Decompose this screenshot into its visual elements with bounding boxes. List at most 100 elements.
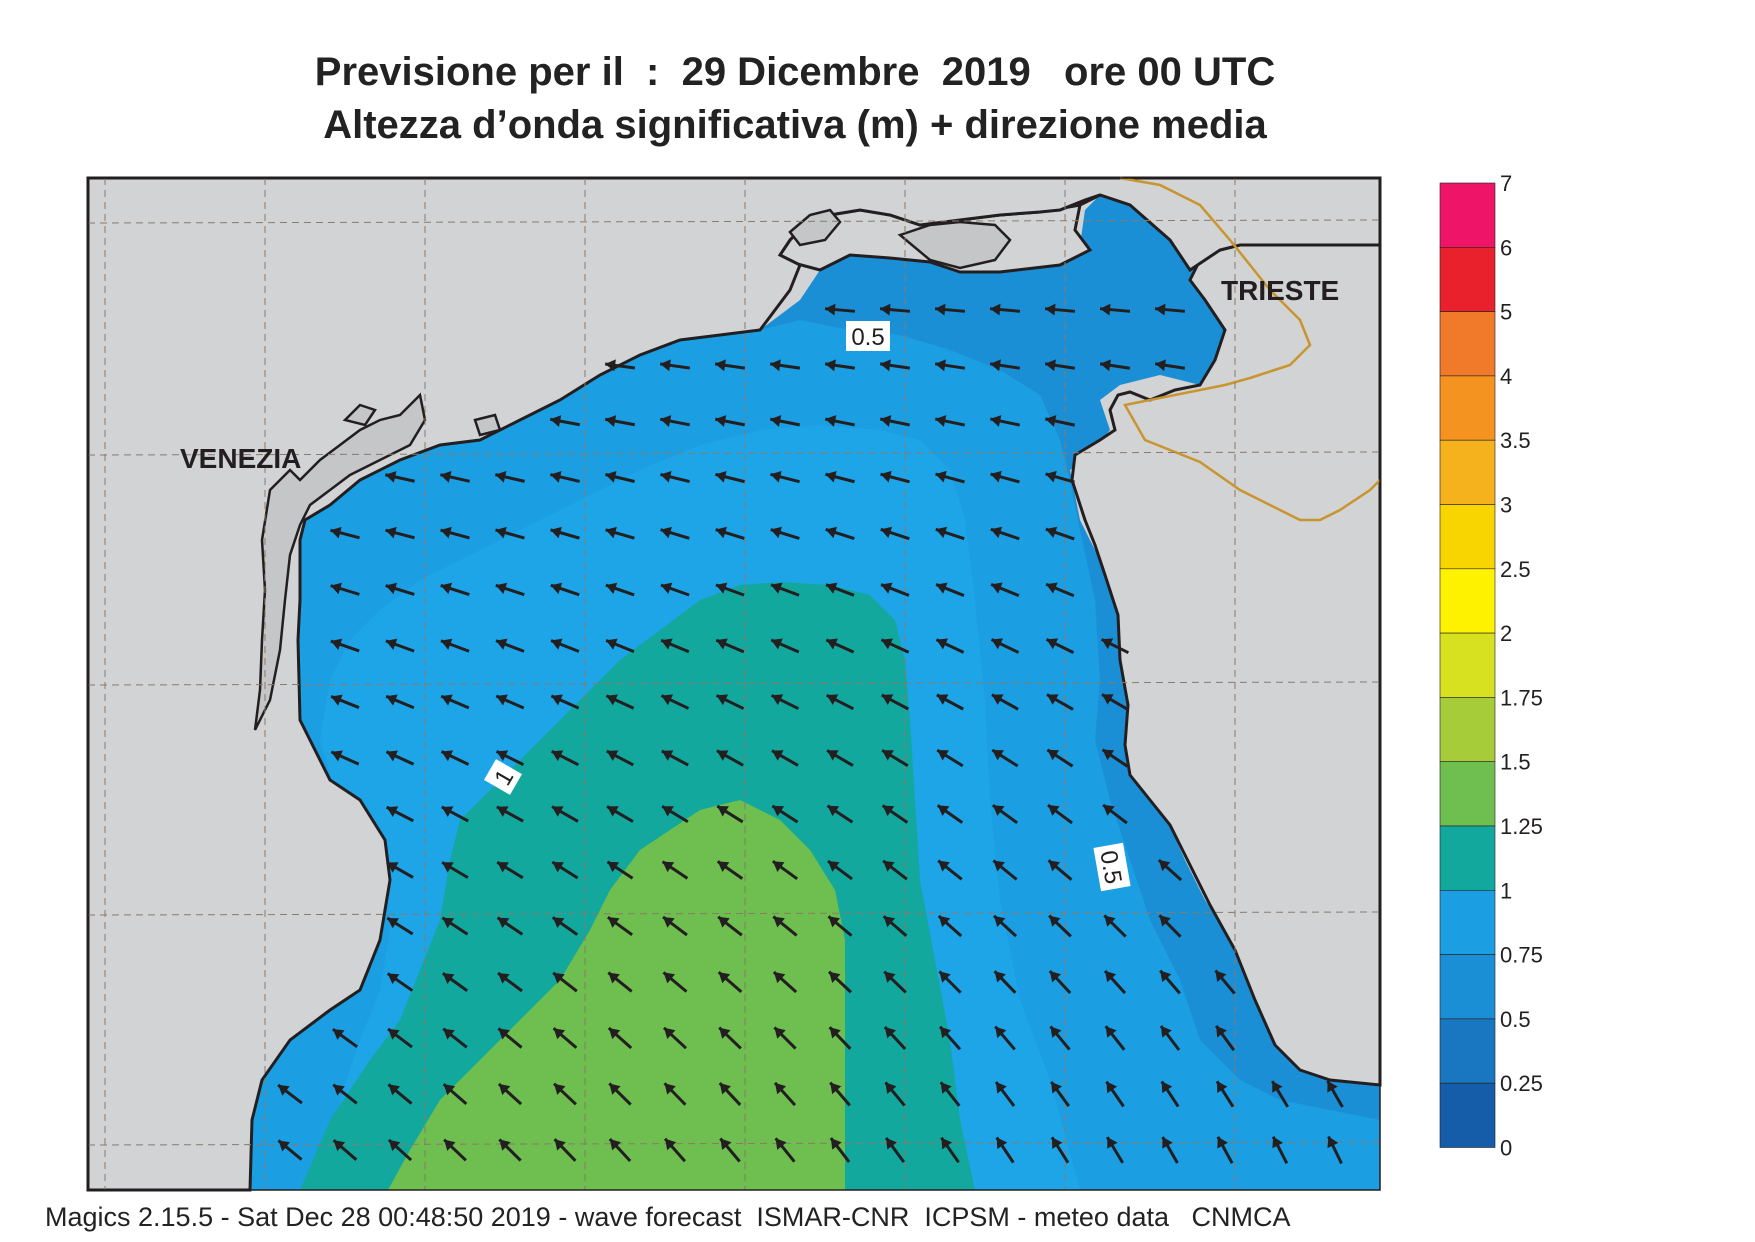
direction-arrow-head [886, 1137, 897, 1150]
direction-arrow-head [605, 359, 616, 372]
direction-arrow-head [1047, 805, 1060, 816]
legend-swatch [1439, 439, 1496, 505]
direction-arrow-head [883, 916, 896, 928]
direction-arrow-head [550, 471, 562, 483]
direction-arrow-head [441, 750, 454, 762]
direction-arrow-head [715, 582, 728, 594]
direction-arrow-head [881, 694, 894, 705]
legend-swatch [1439, 375, 1496, 441]
place-label-venezia: VENEZIA [180, 443, 301, 474]
direction-arrow-head [607, 806, 619, 817]
direction-arrow-head [1160, 970, 1172, 983]
direction-arrow-head [606, 694, 618, 706]
direction-arrow-head [716, 694, 729, 706]
direction-arrow-head [498, 1028, 510, 1040]
direction-arrow-head [829, 971, 841, 983]
direction-arrow-head [935, 470, 947, 483]
direction-arrow-head [1050, 1026, 1062, 1038]
direction-arrow-head [331, 694, 343, 706]
direction-arrow-head [608, 1028, 621, 1040]
direction-arrow-head [993, 860, 1005, 872]
direction-arrow-head [495, 526, 507, 539]
graticule [88, 178, 1380, 1190]
direction-arrow-head [880, 415, 892, 427]
direction-arrow-head [444, 1139, 456, 1151]
legend-swatch [1439, 182, 1496, 248]
direction-arrow-head [773, 971, 786, 984]
direction-arrow-head [1105, 970, 1117, 983]
legend-tick-label: 1 [1500, 878, 1512, 903]
direction-arrow-head [716, 638, 728, 650]
legend-swatch [1439, 632, 1496, 698]
direction-arrow-head [991, 694, 1004, 705]
direction-arrow-head [994, 971, 1006, 983]
direction-arrow-head [774, 1027, 786, 1039]
direction-arrow-head [442, 973, 455, 984]
legend-tick-label: 1.75 [1500, 685, 1543, 710]
legend-swatch [1439, 954, 1496, 1020]
direction-arrow-head [660, 415, 672, 427]
direction-arrow-head [882, 750, 894, 761]
legend-tick-label: 2 [1500, 621, 1512, 646]
direction-arrow-head [880, 359, 891, 372]
direction-arrow-head [771, 750, 784, 761]
legend-swatch [1439, 568, 1496, 634]
direction-arrow-head [330, 526, 342, 539]
direction-arrow-head [1100, 303, 1111, 316]
direction-arrow-head [826, 638, 838, 650]
direction-arrow-head [1045, 470, 1057, 483]
direction-arrow-head [1049, 971, 1062, 983]
direction-arrow-head [1161, 1081, 1173, 1094]
direction-arrow-head [497, 973, 510, 984]
direction-arrow-head [608, 972, 620, 984]
direction-arrow-head [1049, 915, 1061, 927]
legend-tick-label: 0.75 [1500, 943, 1543, 968]
legend-tick-label: 7 [1500, 171, 1512, 196]
legend-tick-label: 6 [1500, 235, 1512, 260]
legend-tick-label: 5 [1500, 300, 1512, 325]
direction-arrow-head [496, 750, 509, 762]
direction-arrow-head [936, 694, 949, 705]
direction-arrow-head [496, 806, 509, 817]
direction-arrow-head [935, 526, 948, 539]
direction-arrow-head [386, 750, 398, 762]
direction-arrow-head [330, 638, 343, 651]
direction-arrow-head [553, 972, 565, 984]
direction-arrow-head [552, 917, 565, 929]
direction-arrow-head [773, 916, 785, 928]
direction-arrow-head [935, 359, 946, 372]
direction-arrow-head [1155, 303, 1166, 316]
map-title: Previsione per il : 29 Dicembre 2019 ore… [314, 50, 1276, 94]
sea-layer [250, 195, 1380, 1190]
direction-arrow-head [554, 1083, 566, 1095]
direction-arrow-head [609, 1083, 621, 1095]
direction-arrow-head [1045, 415, 1057, 427]
direction-arrow-head [1327, 1136, 1339, 1149]
direction-arrow-head [1100, 359, 1111, 372]
direction-arrow-head [442, 917, 455, 929]
contour-label-0.5-east: 0.5 [1094, 848, 1126, 886]
direction-arrow-head [1272, 1136, 1284, 1149]
direction-arrow-head [990, 526, 1003, 539]
direction-arrow-head [990, 303, 1001, 316]
direction-arrow-head [884, 971, 896, 983]
direction-arrow-head [717, 861, 730, 873]
direction-arrow-head [1047, 749, 1060, 761]
map-frame [87, 177, 1381, 1191]
direction-arrow-head [388, 1084, 400, 1096]
direction-arrow-head [1215, 970, 1227, 982]
direction-arrow-head [881, 638, 893, 650]
direction-arrow-head [551, 694, 563, 706]
direction-arrow-head [828, 916, 841, 928]
direction-arrow-head [937, 750, 949, 761]
direction-arrow-head [1107, 1137, 1118, 1149]
direction-arrow-head [554, 1139, 566, 1151]
direction-arrow-head [880, 526, 893, 539]
direction-arrow-head [278, 1084, 290, 1096]
legend-swatch [1439, 825, 1496, 891]
direction-arrow-head [715, 470, 727, 483]
legend-tick-label: 1.25 [1500, 814, 1543, 839]
direction-arrow-head [1272, 1081, 1283, 1093]
direction-arrow-head [497, 917, 510, 929]
direction-arrow-head [441, 694, 453, 706]
